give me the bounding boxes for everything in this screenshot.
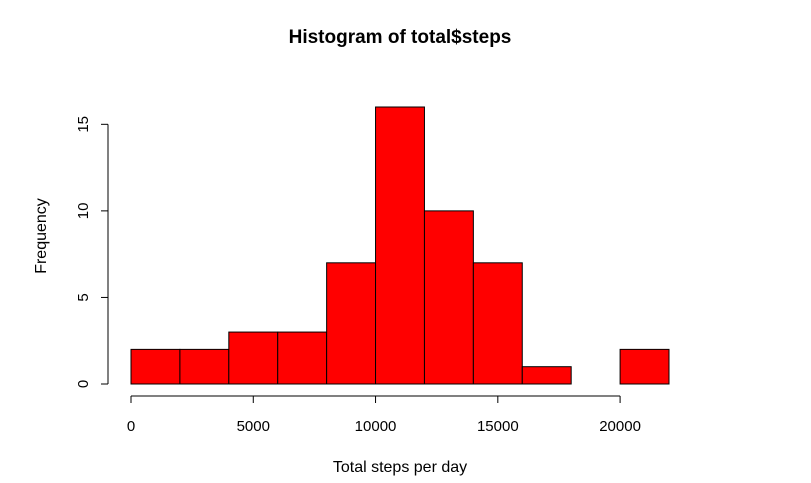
histogram-bar [228,331,279,385]
x-tick-label: 10000 [355,418,397,435]
chart-title: Histogram of total$steps [289,27,512,48]
histogram-bar [423,210,474,385]
histogram-bar [521,366,572,385]
y-tick-label: 5 [75,293,92,301]
y-tick-label: 10 [75,203,92,220]
y-axis-label: Frequency [33,198,50,274]
x-tick-label: 15000 [477,418,519,435]
x-axis: 0 5000 10000 15000 20000 [127,395,641,435]
histogram-bar [472,262,523,385]
histogram-bar [619,348,670,385]
y-tick-label: 0 [75,380,92,388]
histogram-bar [326,262,377,385]
y-axis: 0 5 10 15 [75,116,109,388]
x-tick-label: 20000 [599,418,641,435]
histogram-bar [375,106,425,385]
histogram-bar [277,331,328,385]
x-tick-label: 0 [127,418,135,435]
bars-group [130,106,670,385]
y-tick-label: 15 [75,116,92,133]
x-tick-label: 5000 [237,418,270,435]
histogram-bar [179,348,230,385]
histogram-bar [130,348,181,385]
x-axis-label: Total steps per day [333,459,467,476]
